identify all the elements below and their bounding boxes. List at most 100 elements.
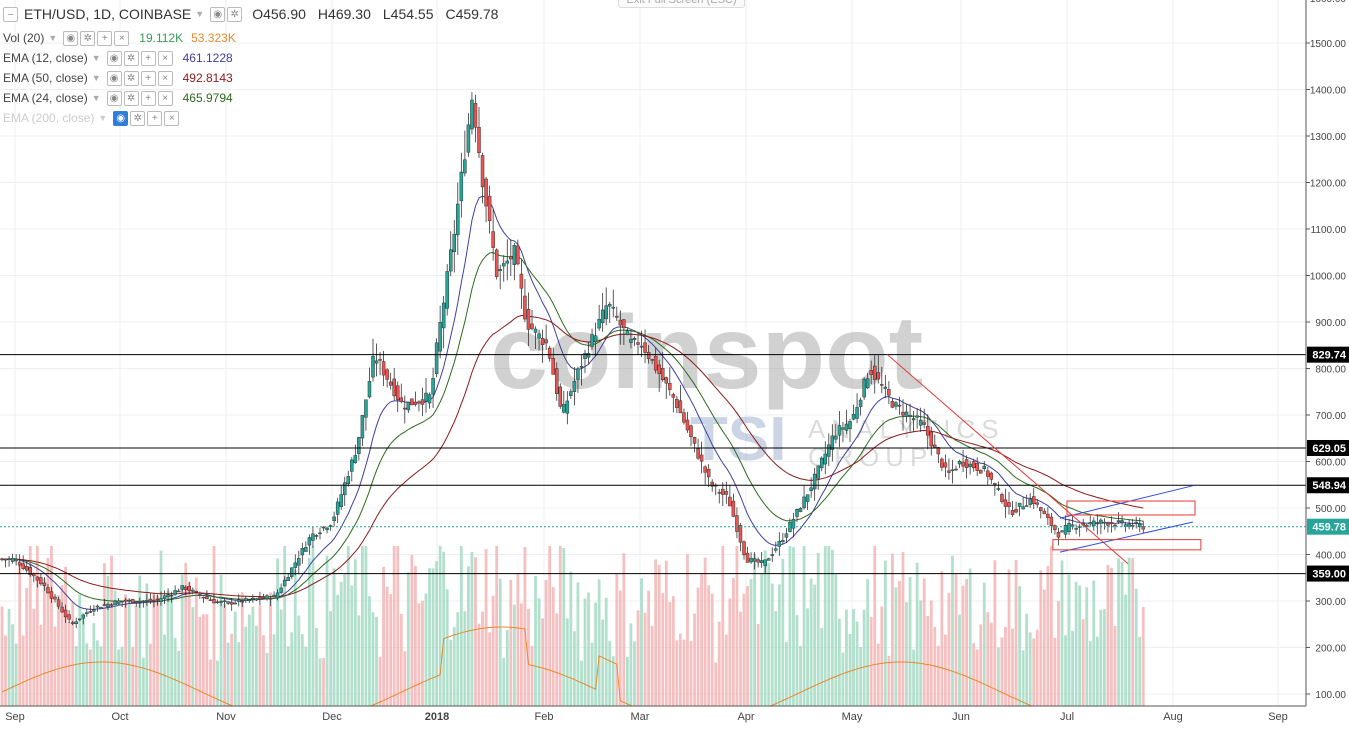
plus-icon[interactable]: + bbox=[140, 70, 156, 86]
candle-body bbox=[406, 401, 411, 411]
chevron-down-icon[interactable]: ▼ bbox=[98, 113, 108, 123]
volume-bar bbox=[1004, 626, 1007, 706]
candle-body bbox=[812, 473, 817, 490]
collapse-legend-icon[interactable]: – bbox=[3, 6, 18, 22]
volume-bar bbox=[353, 559, 357, 706]
plus-icon[interactable]: + bbox=[140, 50, 156, 66]
indicator-label[interactable]: EMA (50, close) bbox=[3, 71, 88, 85]
close-icon[interactable]: × bbox=[114, 30, 130, 46]
indicator-label[interactable]: EMA (12, close) bbox=[3, 51, 88, 65]
chevron-down-icon[interactable]: ▼ bbox=[91, 53, 101, 63]
candle-body bbox=[371, 356, 375, 378]
volume-bar bbox=[258, 606, 262, 706]
chevron-down-icon[interactable]: ▼ bbox=[48, 33, 58, 43]
eye-icon[interactable]: ◉ bbox=[106, 50, 122, 66]
candle-body bbox=[1060, 530, 1064, 533]
candle-body bbox=[569, 391, 573, 396]
volume-bar bbox=[120, 646, 124, 706]
candle-body bbox=[148, 598, 153, 602]
last-price-label-bg bbox=[1307, 518, 1349, 535]
gear-icon[interactable]: ✲ bbox=[123, 50, 139, 66]
candle-body bbox=[851, 413, 856, 420]
eye-icon[interactable]: ◉ bbox=[106, 70, 122, 86]
candle-body bbox=[77, 618, 82, 621]
plus-icon[interactable]: + bbox=[140, 90, 156, 106]
candle-body bbox=[583, 353, 587, 359]
candle-body bbox=[1074, 528, 1078, 530]
candle-body bbox=[282, 579, 287, 587]
volume-bar bbox=[209, 659, 212, 706]
trendline-blue-upper bbox=[1059, 485, 1194, 519]
indicator-label[interactable]: Vol (20) bbox=[3, 31, 45, 45]
candle-body bbox=[721, 488, 725, 495]
candle-body bbox=[219, 601, 223, 603]
indicator-label[interactable]: EMA (200, close) bbox=[3, 111, 95, 125]
eye-icon[interactable]: ◉ bbox=[106, 90, 122, 106]
volume-bar bbox=[88, 649, 92, 706]
gear-icon[interactable]: ✲ bbox=[123, 70, 139, 86]
candle-body bbox=[590, 334, 594, 347]
symbol-label[interactable]: ETH/USD, 1D, COINBASE bbox=[24, 6, 192, 22]
indicator-row[interactable]: EMA (50, close) ▼ ◉ ✲ + × 492.8143 bbox=[0, 68, 600, 88]
volume-bar bbox=[502, 657, 506, 706]
volume-bar bbox=[1113, 625, 1117, 706]
candle-body bbox=[600, 309, 605, 324]
volume-bar bbox=[601, 619, 605, 706]
eye-icon[interactable]: ◉ bbox=[63, 30, 79, 46]
gear-icon[interactable]: ✲ bbox=[123, 90, 139, 106]
candle-body bbox=[60, 606, 64, 613]
volume-bar bbox=[477, 623, 481, 706]
close-icon[interactable]: × bbox=[157, 50, 173, 66]
gear-icon[interactable]: ✲ bbox=[227, 6, 243, 22]
candle-body bbox=[346, 476, 351, 484]
volume-bar bbox=[643, 612, 647, 706]
candle-body bbox=[240, 600, 245, 603]
candle-body bbox=[180, 585, 184, 590]
volume-bar bbox=[138, 575, 142, 706]
candle-body bbox=[293, 562, 298, 568]
candle-body bbox=[1123, 524, 1128, 527]
close-icon[interactable]: × bbox=[157, 70, 173, 86]
indicator-row[interactable]: EMA (24, close) ▼ ◉ ✲ + × 465.9794 bbox=[0, 88, 600, 108]
volume-bar bbox=[1064, 635, 1067, 706]
candle-body bbox=[540, 337, 545, 345]
gear-icon[interactable]: ✲ bbox=[130, 110, 146, 126]
volume-bar bbox=[212, 546, 216, 706]
close-icon[interactable]: × bbox=[157, 90, 173, 106]
candle-body bbox=[342, 482, 347, 496]
candle-body bbox=[576, 368, 580, 380]
candle-body bbox=[1095, 522, 1100, 525]
candle-body bbox=[32, 573, 36, 577]
chevron-down-icon[interactable]: ▼ bbox=[195, 9, 205, 19]
chevron-down-icon[interactable]: ▼ bbox=[91, 93, 101, 103]
chevron-down-icon[interactable]: ▼ bbox=[91, 73, 101, 83]
volume-bar bbox=[997, 647, 1000, 706]
indicator-row[interactable]: EMA (200, close) ▼ ◉ ✲ + × bbox=[0, 108, 600, 128]
volume-bar bbox=[859, 646, 862, 706]
volume-bar bbox=[876, 643, 880, 706]
candle-body bbox=[226, 601, 230, 604]
plus-icon[interactable]: + bbox=[97, 30, 113, 46]
candle-body bbox=[933, 444, 937, 448]
volume-bar bbox=[968, 568, 972, 706]
plus-icon[interactable]: + bbox=[147, 110, 163, 126]
candle-body bbox=[1000, 494, 1004, 502]
exit-fullscreen-hint[interactable]: Exit Full Screen (ESC) bbox=[618, 0, 745, 8]
close-icon[interactable]: × bbox=[164, 110, 180, 126]
volume-bar bbox=[936, 645, 940, 706]
indicator-row[interactable]: EMA (12, close) ▼ ◉ ✲ + × 461.1228 bbox=[0, 48, 600, 68]
indicator-row[interactable]: Vol (20) ▼ ◉ ✲ + × 19.112K 53.323K bbox=[0, 28, 600, 48]
candle-body bbox=[484, 178, 488, 207]
candle-body bbox=[607, 303, 612, 307]
eye-icon[interactable]: ◉ bbox=[210, 6, 226, 22]
candle-body bbox=[611, 306, 616, 309]
indicator-label[interactable]: EMA (24, close) bbox=[3, 91, 88, 105]
eye-icon[interactable]: ◉ bbox=[113, 110, 129, 126]
candle-body bbox=[1130, 524, 1135, 527]
candle-body bbox=[918, 419, 923, 426]
candle-body bbox=[565, 400, 570, 414]
volume-bar bbox=[915, 562, 919, 706]
gear-icon[interactable]: ✲ bbox=[80, 30, 96, 46]
